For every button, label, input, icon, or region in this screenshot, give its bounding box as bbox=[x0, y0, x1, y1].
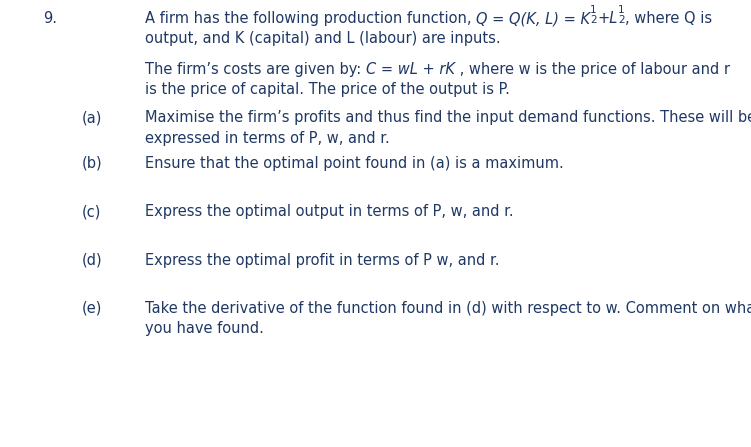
Text: (d): (d) bbox=[82, 253, 103, 268]
Text: The firm’s costs are given by:: The firm’s costs are given by: bbox=[145, 62, 366, 77]
Text: Maximise the firm’s profits and thus find the input demand functions. These will: Maximise the firm’s profits and thus fin… bbox=[145, 110, 751, 126]
Text: expressed in terms of P, w, and r.: expressed in terms of P, w, and r. bbox=[145, 131, 390, 146]
Text: Ensure that the optimal point found in (a) is a maximum.: Ensure that the optimal point found in (… bbox=[145, 156, 564, 171]
Text: you have found.: you have found. bbox=[145, 321, 264, 336]
Text: 2: 2 bbox=[618, 15, 625, 25]
Text: (a): (a) bbox=[82, 110, 102, 126]
Text: is the price of capital. The price of the output is P.: is the price of capital. The price of th… bbox=[145, 82, 510, 97]
Text: 9.: 9. bbox=[43, 11, 57, 26]
Text: Take the derivative of the function found in (d) with respect to w. Comment on w: Take the derivative of the function foun… bbox=[145, 301, 751, 316]
Text: Q = Q(K, L) = K: Q = Q(K, L) = K bbox=[476, 11, 590, 26]
Text: (e): (e) bbox=[82, 301, 102, 316]
Text: output, and K (capital) and L (labour) are inputs.: output, and K (capital) and L (labour) a… bbox=[145, 31, 501, 46]
Text: 1: 1 bbox=[618, 5, 625, 15]
Text: , where w is the price of labour and r: , where w is the price of labour and r bbox=[455, 62, 730, 77]
Text: +L: +L bbox=[598, 11, 618, 26]
Text: 2: 2 bbox=[590, 15, 597, 25]
Text: Express the optimal profit in terms of P w, and r.: Express the optimal profit in terms of P… bbox=[145, 253, 499, 268]
Text: , where Q is: , where Q is bbox=[625, 11, 713, 26]
Text: C = wL + rK: C = wL + rK bbox=[366, 62, 455, 77]
Text: (b): (b) bbox=[82, 156, 103, 171]
Text: 1: 1 bbox=[590, 5, 597, 15]
Text: A firm has the following production function,: A firm has the following production func… bbox=[145, 11, 476, 26]
Text: (c): (c) bbox=[82, 204, 101, 219]
Text: Express the optimal output in terms of P, w, and r.: Express the optimal output in terms of P… bbox=[145, 204, 514, 219]
